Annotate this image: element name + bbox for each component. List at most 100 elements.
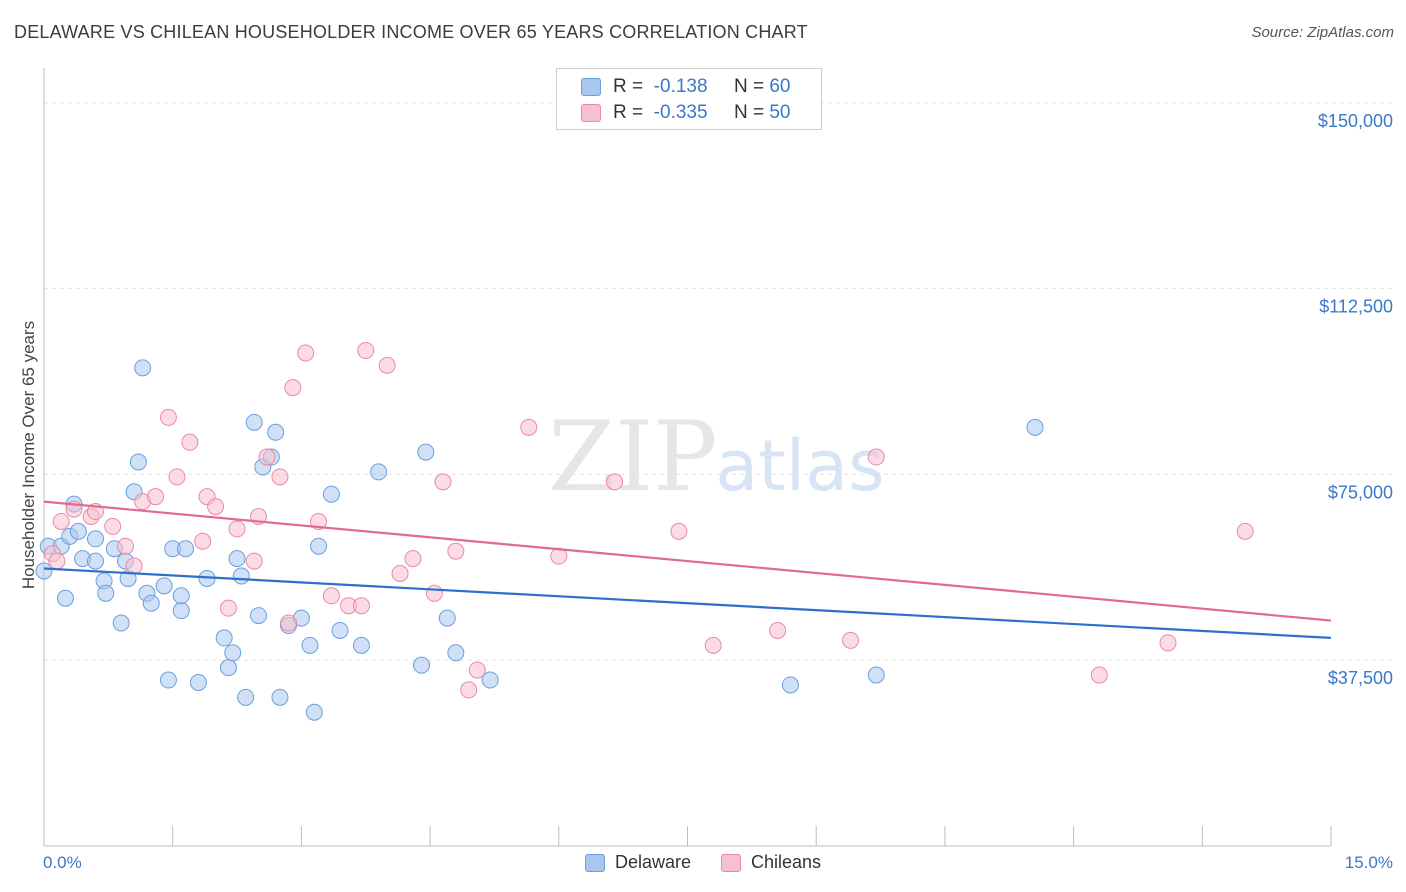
delaware-point — [237, 688, 255, 706]
chileans-point — [125, 557, 143, 575]
chileans-point — [769, 621, 787, 639]
delaware-point — [250, 607, 267, 625]
legend-item-chileans[interactable]: Chileans — [721, 852, 821, 873]
chileans-point — [228, 520, 246, 538]
source-label: Source: ZipAtlas.com — [1251, 24, 1394, 41]
delaware-point — [370, 463, 388, 481]
trend-lines — [43, 500, 1332, 639]
data-points — [35, 342, 1254, 721]
delaware-point — [481, 671, 499, 689]
delaware-point — [310, 537, 328, 555]
gridlines — [44, 102, 1392, 661]
chileans-point — [460, 681, 478, 699]
chileans-point — [357, 342, 375, 360]
chileans-point — [219, 599, 237, 617]
n-label: N = — [733, 76, 765, 97]
y-tick-label: $150,000 — [1318, 111, 1393, 131]
chileans-point — [159, 408, 177, 426]
chileans-point — [1090, 666, 1108, 684]
chileans-point — [670, 522, 688, 540]
delaware-point — [86, 530, 104, 548]
stats-row-delaware: R = -0.138 N = 60 — [557, 74, 790, 100]
chileans-point — [1236, 522, 1254, 540]
delaware-point — [172, 602, 190, 620]
chileans-point — [468, 661, 486, 679]
chileans-point — [842, 631, 860, 649]
delaware-point — [781, 676, 799, 694]
y-tick-labels: $37,500 $75,000 $112,500 $150,000 — [1318, 111, 1393, 688]
delaware-point — [69, 522, 87, 540]
delaware-point — [56, 589, 74, 607]
chileans-point — [310, 512, 328, 530]
delaware-point — [228, 550, 246, 568]
delaware-point — [232, 567, 250, 585]
delaware-point — [1026, 418, 1044, 436]
delaware-point — [159, 671, 177, 689]
chileans-point — [258, 448, 276, 466]
n-label: N = — [733, 102, 765, 123]
y-tick-label: $37,500 — [1328, 668, 1393, 688]
y-tick-label: $112,500 — [1319, 297, 1393, 317]
chileans-point — [245, 552, 263, 570]
chileans-point — [181, 433, 199, 451]
chileans-point — [404, 550, 422, 568]
chileans-point — [425, 584, 443, 602]
chileans-point — [322, 587, 340, 605]
delaware-point — [305, 703, 323, 721]
delaware-point — [352, 636, 370, 654]
delaware-point — [301, 636, 319, 654]
chileans-legend-swatch — [721, 853, 741, 872]
delaware-point — [172, 587, 190, 605]
chileans-point — [284, 379, 302, 397]
delaware-trend-line — [43, 567, 1332, 639]
legend-item-delaware[interactable]: Delaware — [584, 852, 691, 873]
chileans-point — [378, 356, 396, 374]
chileans-point — [168, 468, 186, 486]
chileans-point — [52, 512, 70, 530]
n-value: 60 — [769, 76, 791, 97]
watermark-zip: ZIP — [548, 401, 717, 513]
r-label: R = — [613, 102, 644, 123]
delaware-point — [331, 621, 349, 639]
n-value: 50 — [769, 102, 791, 123]
stats-row-chileans: R = -0.335 N = 50 — [557, 100, 790, 126]
delaware-point — [142, 594, 160, 612]
chileans-point — [297, 344, 315, 362]
delaware-point — [177, 540, 195, 558]
r-value: -0.335 — [653, 102, 708, 123]
chileans-point — [117, 537, 135, 555]
series-legend: Delaware Chileans — [0, 852, 1406, 873]
chileans-point — [48, 552, 66, 570]
x-tick-label-min: 0.0% — [43, 853, 82, 872]
chileans-swatch — [581, 104, 601, 122]
r-label: R = — [613, 76, 644, 97]
y-tick-label: $75,000 — [1328, 482, 1393, 502]
delaware-point — [417, 443, 435, 461]
chileans-trend-line — [43, 500, 1332, 622]
stats-legend: R = -0.138 N = 60 R = -0.335 N = 50 — [556, 68, 822, 130]
legend-label-delaware: Delaware — [614, 852, 691, 872]
chart-title: DELAWARE VS CHILEAN HOUSEHOLDER INCOME O… — [14, 22, 808, 42]
delaware-point — [438, 609, 456, 627]
chileans-point — [1159, 634, 1177, 652]
axes — [43, 68, 1332, 847]
delaware-point — [224, 644, 242, 662]
delaware-point — [271, 688, 289, 706]
delaware-point — [267, 423, 285, 441]
delaware-point — [413, 656, 431, 674]
delaware-point — [86, 552, 104, 570]
r-value: -0.138 — [653, 76, 708, 97]
delaware-point — [155, 577, 173, 595]
chileans-point — [447, 542, 465, 560]
chileans-point — [104, 517, 122, 535]
delaware-point — [219, 659, 237, 677]
delaware-point — [867, 666, 885, 684]
delaware-point — [35, 562, 53, 580]
delaware-legend-swatch — [584, 853, 605, 872]
delaware-swatch — [581, 78, 601, 96]
delaware-point — [447, 644, 465, 662]
chileans-point — [280, 614, 298, 632]
legend-label-chileans: Chileans — [751, 852, 822, 872]
delaware-point — [112, 614, 130, 632]
